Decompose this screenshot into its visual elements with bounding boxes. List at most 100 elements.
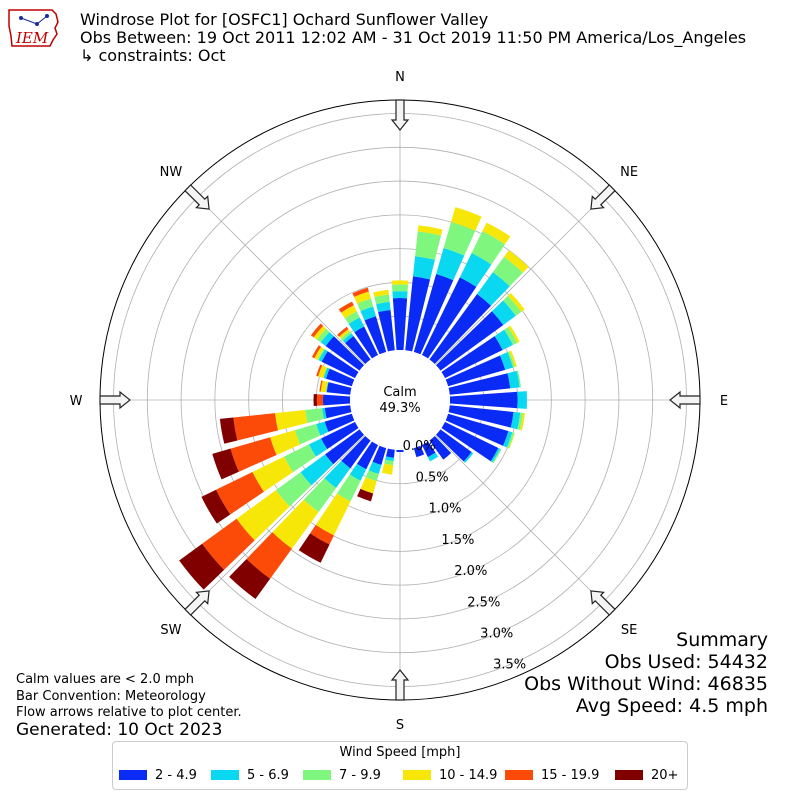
- flow-arrows: [99, 99, 701, 701]
- bar-segment: [517, 412, 523, 430]
- logo-text: IEM: [15, 29, 49, 47]
- bar-segment: [313, 393, 318, 407]
- bar-segment: [445, 355, 506, 387]
- bar-segment: [373, 289, 389, 298]
- bar-segment: [385, 456, 394, 462]
- bar-segment: [384, 459, 394, 466]
- bar-segment: [374, 294, 390, 305]
- bar-segment: [396, 449, 404, 453]
- bar-segment: [503, 431, 513, 448]
- bar-segment: [357, 298, 374, 312]
- bar-segment: [372, 445, 387, 465]
- bar-segment: [219, 417, 238, 444]
- bar-segment: [233, 413, 279, 441]
- grid-spoke: [187, 187, 365, 365]
- flow-arrow-icon: [669, 390, 701, 410]
- bar-segment: [303, 478, 337, 513]
- bar-segment: [236, 490, 290, 541]
- legend-swatch: [119, 770, 147, 780]
- bar-segment: [325, 368, 355, 387]
- bar-segment: [441, 336, 503, 379]
- bar-segment: [349, 463, 367, 481]
- direction-label: NE: [620, 165, 638, 180]
- legend: Wind Speed [mph] 2 - 4.9 5 - 6.9 7 - 9.9…: [112, 741, 688, 790]
- note-calm-values: Calm values are < 2.0 mph: [16, 672, 195, 687]
- radial-tick-label: 3.5%: [493, 658, 526, 673]
- bar-segment: [421, 441, 436, 458]
- legend-swatch: [403, 770, 431, 780]
- bar-segment: [360, 306, 376, 321]
- bar-segment: [310, 524, 334, 545]
- bar-segment: [494, 329, 513, 350]
- bar-segment: [436, 248, 465, 281]
- legend-swatch: [505, 770, 533, 780]
- calm-value: 49.3%: [379, 401, 420, 416]
- bar-segment: [313, 325, 327, 340]
- bar-segment: [504, 250, 529, 273]
- bar-segment: [491, 300, 516, 325]
- bar-segment: [300, 454, 334, 486]
- bar-segment: [318, 365, 328, 379]
- flow-arrow-icon: [99, 390, 131, 410]
- legend-label: 15 - 19.9: [541, 767, 600, 783]
- bar-segment: [321, 351, 359, 379]
- flow-arrow-icon: [390, 669, 410, 701]
- chart-title: Windrose Plot for [OSFC1] Ochard Sunflow…: [80, 10, 489, 29]
- bar-segment: [314, 346, 324, 360]
- bar-segment: [305, 408, 324, 424]
- summary-title: Summary: [676, 629, 768, 651]
- bar-segment: [298, 533, 330, 563]
- bar-segment: [391, 284, 409, 292]
- bar-segment: [310, 323, 324, 338]
- summary-obs-without-wind: Obs Without Wind: 46835: [524, 673, 768, 695]
- bar-segment: [338, 301, 354, 313]
- bar-segment: [272, 499, 319, 549]
- bar-segment: [376, 301, 391, 313]
- calm-center: Calm 49.3%: [350, 350, 450, 450]
- bar-segment: [338, 328, 350, 339]
- bar-segment: [413, 274, 454, 355]
- grid-spoke: [435, 435, 613, 613]
- bar-segment: [441, 421, 499, 462]
- bar-segment: [336, 474, 361, 502]
- radial-tick-label: 3.0%: [480, 627, 513, 642]
- bar-segment: [230, 437, 277, 472]
- legend-title: Wind Speed [mph]: [339, 745, 461, 760]
- bar-segment: [325, 336, 365, 371]
- legend-swatch: [615, 770, 643, 780]
- bar-segment: [448, 405, 514, 428]
- bar-segment: [229, 558, 271, 599]
- radial-tick-label: 0.0%: [403, 439, 436, 454]
- bar-segment: [471, 231, 506, 265]
- bar-segment: [341, 435, 371, 469]
- chart-subtitle: Obs Between: 19 Oct 2011 12:02 AM - 31 O…: [80, 28, 747, 47]
- bar-segment: [342, 333, 354, 344]
- bar-segment: [490, 447, 501, 463]
- bar-segment: [451, 207, 482, 231]
- iem-logo: IEM: [6, 6, 64, 50]
- note-bar-convention: Bar Convention: Meteorology: [16, 689, 206, 704]
- bar-segment: [492, 448, 502, 464]
- bar-segment: [201, 489, 231, 524]
- direction-label: N: [395, 70, 405, 85]
- bar-segment: [510, 411, 521, 430]
- bar-segment: [318, 349, 328, 362]
- bar-segment: [503, 295, 522, 316]
- bar-segment: [391, 280, 409, 285]
- direction-label: SE: [621, 623, 637, 638]
- bar-segment: [500, 352, 514, 370]
- bar-segment: [506, 432, 515, 449]
- bar-segment: [275, 472, 312, 507]
- bar-segment: [284, 444, 316, 473]
- legend-item: 10 - 14.9: [403, 767, 497, 783]
- bar-segment: [344, 311, 360, 324]
- bar-segment: [212, 448, 239, 480]
- legend-swatch: [211, 770, 239, 780]
- bar-segment: [392, 291, 408, 299]
- bar-segment: [215, 471, 264, 515]
- bar-segment: [322, 394, 351, 406]
- flow-arrow-icon: [184, 184, 210, 210]
- bar-segment: [443, 222, 476, 256]
- bar-segment: [354, 291, 371, 304]
